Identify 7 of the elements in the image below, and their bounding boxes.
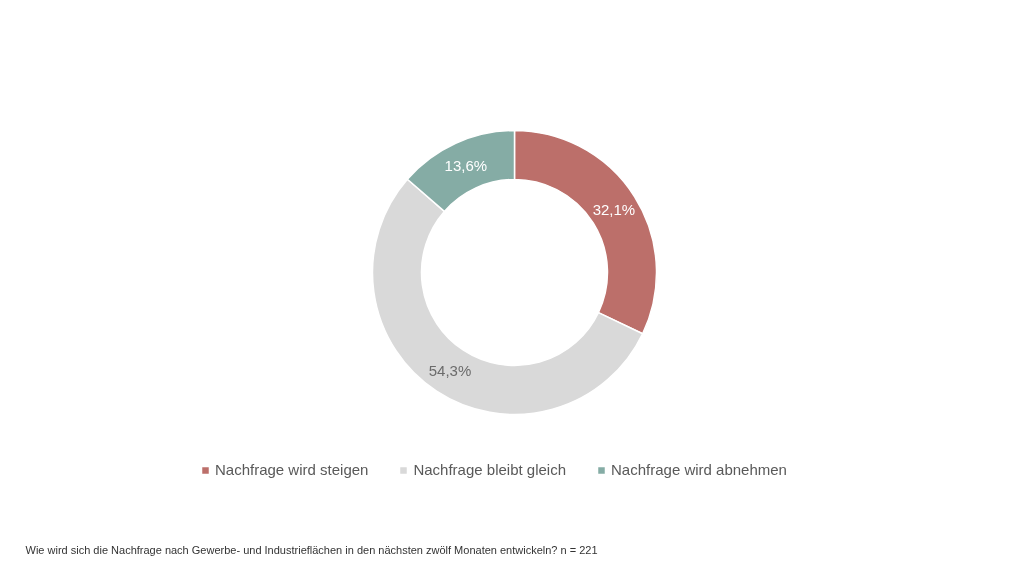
data-label: 32,1%	[592, 201, 636, 219]
text: Wie wird sich die Nachfrage nach Gewerbe- und Industrieflächen in den nächsten zwölf Monaten entwickeln? n = 221	[25, 543, 598, 556]
data-label: 54,3%	[428, 362, 472, 380]
legend-label: Nachfrage bleibt gleich	[413, 461, 567, 478]
data-label: 13,6%	[444, 157, 488, 175]
legend-label: Nachfrage wird steigen	[215, 461, 369, 478]
legend-label: Nachfrage wird abnehmen	[611, 461, 787, 478]
